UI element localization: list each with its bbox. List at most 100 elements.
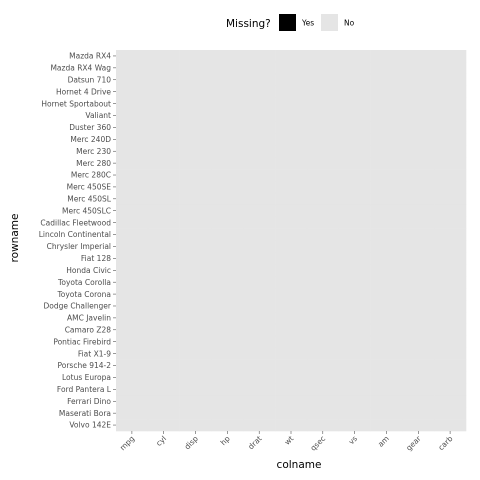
heatmap-cell xyxy=(306,383,340,396)
heatmap-cell xyxy=(116,61,149,75)
heatmap-cell xyxy=(243,359,276,372)
heatmap-cell xyxy=(211,180,244,194)
y-tick-label: Mazda RX4 xyxy=(69,52,111,61)
heatmap-cell xyxy=(306,192,340,206)
heatmap-cell xyxy=(211,50,244,63)
heatmap-cell xyxy=(338,180,371,194)
heatmap-cell xyxy=(370,121,403,134)
heatmap-cell xyxy=(338,347,371,360)
legend-label: No xyxy=(344,19,355,28)
heatmap-cell xyxy=(275,276,308,289)
heatmap-cell xyxy=(306,252,340,265)
heatmap-cell xyxy=(275,133,308,146)
legend-label: Yes xyxy=(301,19,314,28)
heatmap-cell xyxy=(211,276,244,289)
heatmap-cell xyxy=(243,276,276,289)
heatmap-cell xyxy=(147,204,180,217)
x-tick-label: mpg xyxy=(118,434,136,452)
heatmap-cell xyxy=(275,371,308,384)
y-tick-label: Hornet Sportabout xyxy=(41,99,111,108)
heatmap-cell xyxy=(179,407,212,420)
heatmap-cell xyxy=(243,169,276,182)
heatmap-cell xyxy=(370,300,403,313)
heatmap-cell xyxy=(370,288,403,301)
heatmap-cell xyxy=(116,359,149,372)
heatmap-cell xyxy=(243,240,276,253)
heatmap-cell xyxy=(370,61,403,75)
heatmap-cell xyxy=(243,371,276,384)
heatmap-cell xyxy=(306,228,340,241)
heatmap-cell xyxy=(116,419,149,432)
x-tick-label: carb xyxy=(436,434,454,452)
heatmap-cell xyxy=(147,169,180,182)
heatmap-cell xyxy=(370,228,403,241)
heatmap-cell xyxy=(370,419,403,432)
heatmap-cell xyxy=(211,85,244,98)
heatmap-cell xyxy=(179,371,212,384)
heatmap-cell xyxy=(243,109,276,122)
heatmap-cell xyxy=(275,180,308,194)
heatmap-cell xyxy=(402,252,435,265)
heatmap-cell xyxy=(402,180,435,194)
heatmap-cell xyxy=(306,288,340,301)
heatmap-cell xyxy=(211,216,244,229)
heatmap-cell xyxy=(243,419,276,432)
heatmap-cell xyxy=(306,157,340,170)
heatmap-cell xyxy=(147,97,180,110)
heatmap-cell xyxy=(306,204,340,217)
heatmap-cell xyxy=(179,121,212,134)
heatmap-cell xyxy=(179,97,212,110)
heatmap-cell xyxy=(116,121,149,134)
x-tick-label: wt xyxy=(283,434,296,447)
heatmap-cell xyxy=(211,300,244,313)
heatmap-cell xyxy=(179,347,212,360)
x-tick-label: gear xyxy=(404,433,423,452)
heatmap-cell xyxy=(275,335,308,348)
heatmap-cell xyxy=(275,121,308,134)
heatmap-cell xyxy=(116,109,149,122)
heatmap-cell xyxy=(116,276,149,289)
heatmap-cell xyxy=(275,419,308,432)
heatmap-cell xyxy=(147,300,180,313)
heatmap-cell xyxy=(434,407,467,420)
heatmap-cell xyxy=(306,300,340,313)
heatmap-cell xyxy=(147,145,180,158)
heatmap-cell xyxy=(434,204,467,217)
heatmap-cell xyxy=(306,395,340,408)
heatmap-cell xyxy=(338,395,371,408)
heatmap-cell xyxy=(211,61,244,75)
heatmap-cell xyxy=(275,192,308,206)
heatmap-cell xyxy=(211,204,244,217)
heatmap-cell xyxy=(338,240,371,253)
heatmap-cell xyxy=(243,264,276,277)
heatmap-cell xyxy=(338,73,371,87)
y-tick-label: Fiat X1-9 xyxy=(78,349,111,358)
heatmap-cell xyxy=(402,121,435,134)
heatmap-cell xyxy=(370,276,403,289)
heatmap-cell xyxy=(370,204,403,217)
heatmap-cell xyxy=(275,252,308,265)
heatmap-cell xyxy=(211,169,244,182)
heatmap-cell xyxy=(434,133,467,146)
heatmap-cell xyxy=(211,359,244,372)
heatmap-cell xyxy=(275,395,308,408)
y-tick-label: Camaro Z28 xyxy=(65,325,112,334)
heatmap-cell xyxy=(370,335,403,348)
y-tick-label: Duster 360 xyxy=(69,123,111,132)
y-tick-label: Lincoln Continental xyxy=(39,230,111,239)
heatmap-cell xyxy=(306,180,340,194)
heatmap-cell xyxy=(211,383,244,396)
heatmap-cell xyxy=(338,300,371,313)
heatmap-cell xyxy=(370,371,403,384)
heatmap-cell xyxy=(179,419,212,432)
heatmap-cell xyxy=(338,50,371,63)
heatmap-cell xyxy=(402,347,435,360)
x-axis-ticks: mpg cyl disp hp drat wt qsec vs am gear carb xyxy=(118,431,455,453)
heatmap-cell xyxy=(147,133,180,146)
heatmap-cell xyxy=(211,109,244,122)
heatmap-cell xyxy=(147,276,180,289)
heatmap-cell xyxy=(243,85,276,98)
heatmap-cell xyxy=(338,145,371,158)
heatmap-cell xyxy=(243,180,276,194)
